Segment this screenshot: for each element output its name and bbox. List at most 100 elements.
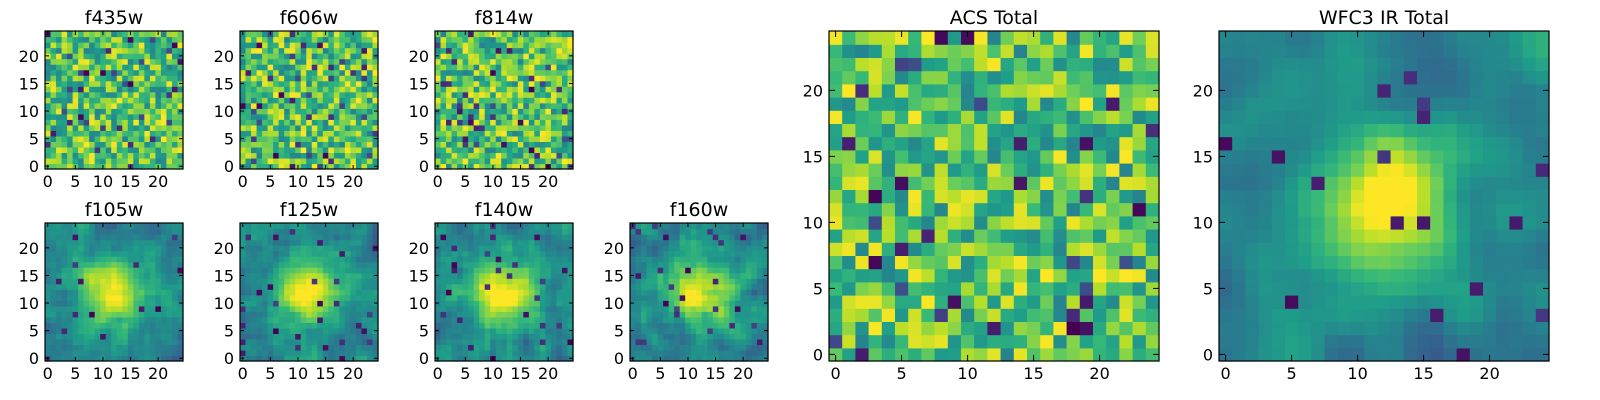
heatmap-cell (171, 300, 179, 307)
heatmap-cell (67, 31, 74, 38)
heatmap-cell (881, 229, 896, 243)
heatmap-cell (690, 223, 697, 230)
heatmap-cell (501, 36, 508, 43)
heatmap-cell (372, 69, 379, 76)
heatmap-cell (451, 119, 458, 126)
heatmap-cell (462, 311, 469, 318)
heatmap-cell (1079, 202, 1094, 217)
heatmap-cell (262, 278, 269, 285)
heatmap-cell (868, 334, 883, 349)
heatmap-cell (50, 124, 57, 131)
heatmap-cell (45, 69, 52, 76)
heatmap-cell (160, 119, 168, 126)
heatmap-cell (72, 130, 79, 137)
heatmap-cell (712, 344, 719, 351)
heatmap-cell (160, 36, 168, 43)
heatmap-cell (641, 294, 648, 301)
heatmap-cell (45, 157, 52, 165)
heatmap-cell (674, 355, 681, 362)
heatmap-cell (56, 305, 63, 312)
heatmap-cell (311, 261, 318, 268)
x-tick-label: 10 (678, 364, 698, 383)
heatmap-cell (1145, 334, 1160, 349)
heatmap-cell (278, 333, 285, 340)
heatmap-cell (528, 283, 535, 290)
heatmap-cell (490, 283, 497, 290)
heatmap-cell (306, 261, 313, 268)
heatmap-cell (479, 272, 486, 279)
heatmap-cell (94, 333, 101, 340)
heatmap-cell (333, 31, 340, 38)
heatmap-cell (534, 91, 541, 98)
heatmap-cell (311, 42, 318, 49)
heatmap-cell (457, 300, 464, 307)
heatmap-cell (317, 124, 324, 131)
heatmap-cell (435, 322, 442, 329)
heatmap-cell (78, 305, 85, 312)
heatmap-cell (528, 91, 535, 98)
heatmap-cell (366, 355, 374, 362)
heatmap-cell (495, 58, 502, 65)
heatmap-cell (934, 255, 949, 270)
heatmap-cell (262, 119, 269, 126)
heatmap-cell (160, 42, 168, 49)
heatmap-cell (1066, 321, 1081, 336)
heatmap-cell (284, 349, 291, 357)
heatmap-cell (262, 141, 269, 148)
heatmap-cell (111, 239, 118, 246)
heatmap-cell (344, 250, 351, 257)
heatmap-cell (556, 69, 563, 76)
heatmap-cell (100, 130, 107, 137)
heatmap-cell (501, 283, 508, 290)
heatmap-cell (468, 267, 475, 274)
heatmap-cell (842, 295, 856, 309)
heatmap-cell (545, 228, 552, 235)
heatmap-cell (635, 355, 642, 362)
heatmap-cell (94, 311, 101, 318)
heatmap-cell (561, 256, 569, 263)
heatmap-cell (545, 322, 552, 329)
heatmap-cell (1066, 176, 1081, 190)
heatmap-cell (328, 245, 335, 252)
heatmap-cell (908, 149, 922, 164)
heatmap-cell (490, 344, 497, 351)
y-tick-label: 15 (214, 74, 234, 93)
heatmap-cell (457, 294, 464, 301)
heatmap-cell (72, 75, 79, 82)
heatmap-cell (355, 91, 363, 98)
heatmap-cell (517, 349, 524, 357)
heatmap-cell (56, 31, 63, 38)
heatmap-cell (105, 250, 112, 257)
heatmap-cell (512, 333, 519, 340)
heatmap-cell (45, 239, 52, 246)
heatmap-cell (240, 157, 247, 165)
heatmap-cell (484, 283, 491, 290)
heatmap-cell (284, 80, 291, 87)
heatmap-cell (83, 97, 90, 104)
heatmap-cell (306, 349, 313, 357)
heatmap-cell (83, 113, 90, 120)
heatmap-cell (534, 256, 541, 263)
heatmap-cell (295, 239, 302, 246)
heatmap-cell (517, 91, 524, 98)
heatmap-cell (45, 119, 52, 126)
heatmap-cell (745, 333, 753, 340)
heatmap-cell (273, 135, 280, 142)
heatmap-cell (528, 261, 535, 268)
heatmap-cell (355, 349, 363, 357)
heatmap-cell (177, 256, 184, 263)
heatmap-cell (100, 250, 107, 257)
x-tick-label: 20 (538, 364, 558, 383)
heatmap-cell (490, 322, 497, 329)
heatmap-cell (842, 321, 856, 336)
heatmap-cell (534, 311, 541, 318)
heatmap-cell (534, 250, 541, 257)
heatmap-cell (446, 124, 453, 131)
heatmap-cell (1093, 215, 1107, 230)
heatmap-cell (473, 97, 480, 104)
heatmap-cell (67, 228, 74, 235)
heatmap-cell (561, 97, 569, 104)
heatmap-cell (166, 311, 173, 318)
heatmap-cell (457, 338, 464, 346)
heatmap-cell (138, 316, 145, 323)
